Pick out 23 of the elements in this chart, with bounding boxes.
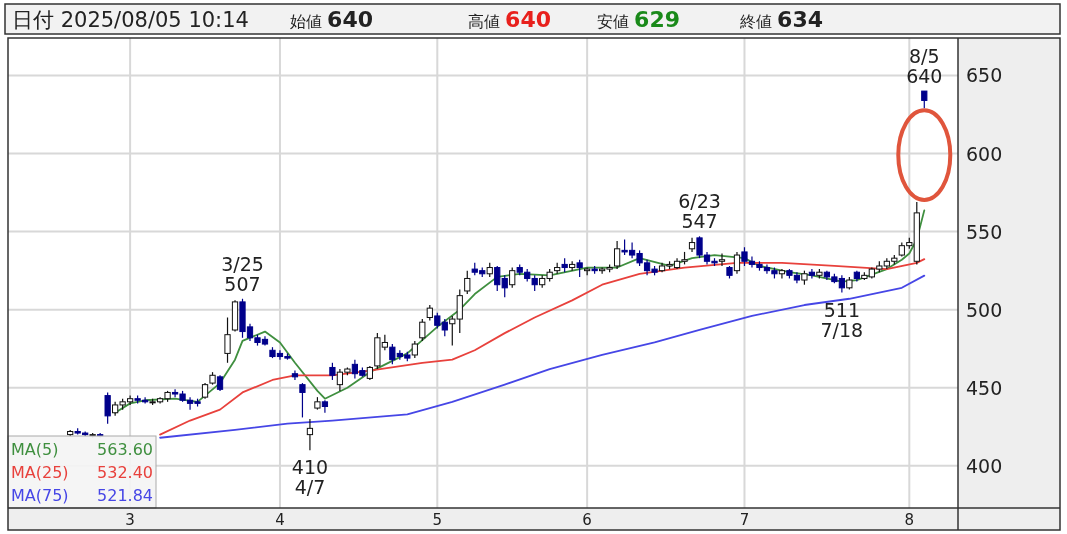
x-tick-label: 8	[904, 511, 915, 529]
annotation: 3/25 507	[221, 252, 264, 295]
y-tick-label: 650	[966, 64, 1003, 87]
x-tick-label: 6	[582, 511, 592, 529]
annotation: 8/5 640	[906, 45, 943, 88]
text: 安値 629	[597, 7, 681, 32]
text: 高値 640	[468, 7, 552, 32]
y-tick-label: 600	[966, 142, 1003, 165]
annotation: 410 4/7	[291, 456, 329, 499]
text: 始値 640	[290, 7, 374, 32]
annotation: 511 7/18	[820, 298, 864, 341]
y-tick-label: 450	[966, 376, 1003, 399]
x-tick-label: 4	[275, 511, 285, 529]
annotation: 6/23 547	[678, 190, 721, 233]
text: 終値 634	[739, 7, 824, 32]
x-tick-label: 7	[739, 511, 750, 529]
series-names: MA(5) 563.60 MA(25) 532.40 MA(75) 521.84	[7, 435, 157, 509]
y-tick-label: 550	[966, 220, 1003, 243]
x-tick-label: 5	[432, 511, 443, 529]
x-tick-label: 3	[125, 511, 135, 529]
y-tick-label: 500	[966, 298, 1003, 321]
y-tick-label: 400	[966, 454, 1003, 477]
chart-title: 日付 2025/08/05 10:14	[12, 8, 249, 32]
